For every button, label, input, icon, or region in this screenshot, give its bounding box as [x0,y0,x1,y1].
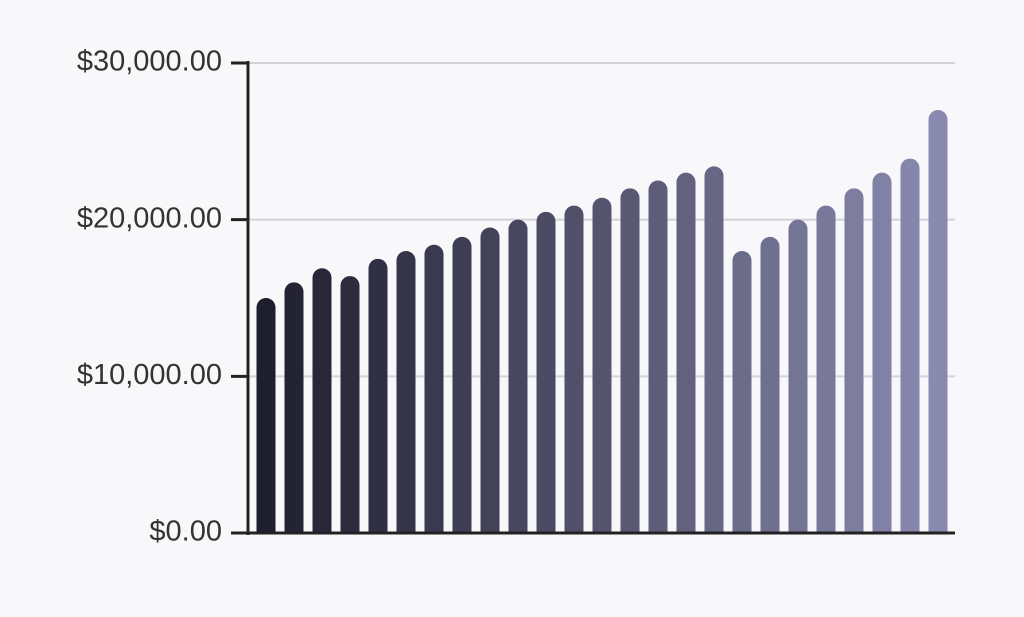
bar [340,276,360,533]
y-tick-label: $0.00 [149,516,222,548]
y-tick-label: $20,000.00 [77,202,222,234]
bar [928,110,948,533]
bar [648,180,668,533]
bar [536,211,556,534]
bar [592,197,612,533]
bar [872,172,892,533]
bar [844,188,864,534]
bar [508,219,528,533]
bar [704,166,724,533]
bar [256,298,276,533]
bar [312,268,332,533]
bar [760,236,780,533]
bar [284,282,304,533]
bar [900,158,920,533]
bar [676,172,696,533]
bar [480,227,500,533]
bar [396,251,416,533]
bar [424,244,444,533]
bar [788,219,808,533]
bar [368,258,388,533]
bar [732,251,752,533]
bar [452,236,472,533]
y-tick-label: $10,000.00 [77,359,222,391]
bar [564,205,584,533]
bar [620,188,640,534]
bar [816,205,836,533]
y-tick-label: $30,000.00 [77,46,222,78]
